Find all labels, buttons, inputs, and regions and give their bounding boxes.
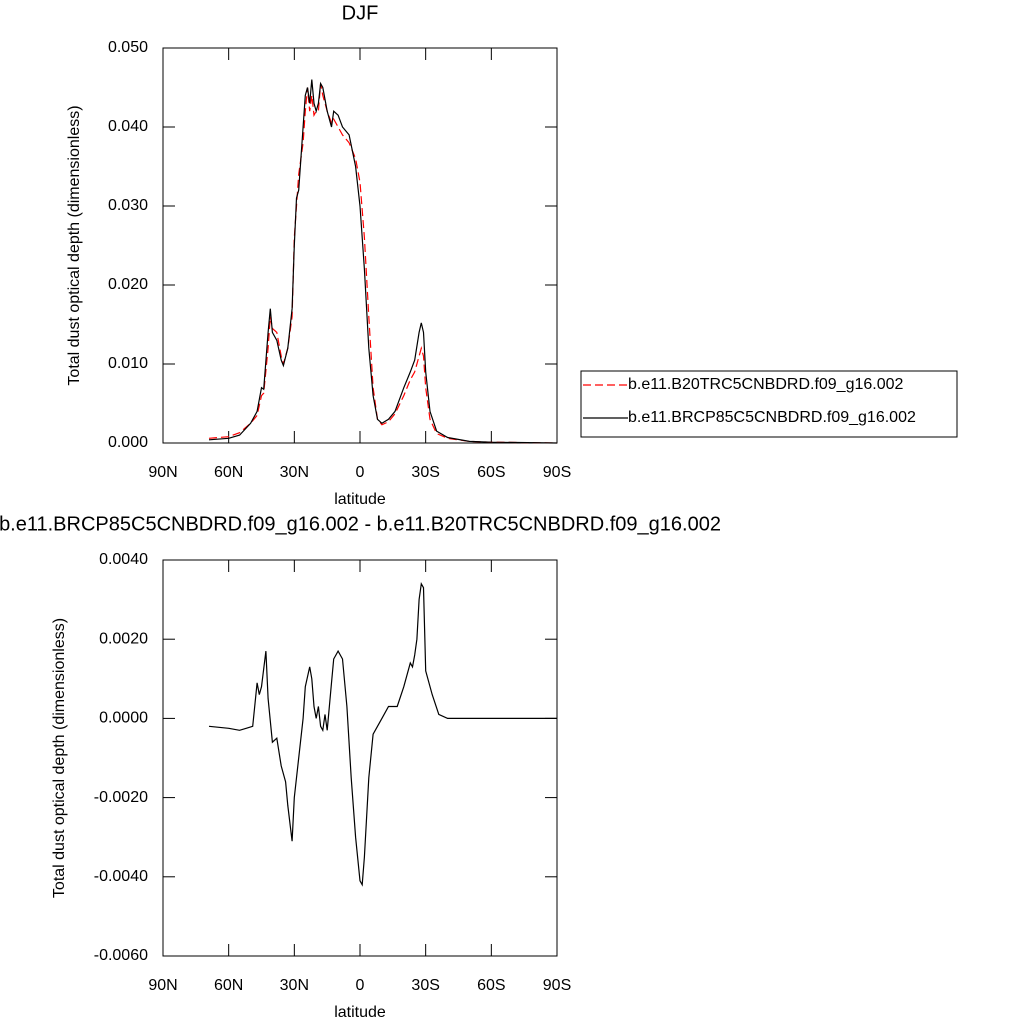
data-line: [208, 79, 558, 444]
x-tick-label: 60S: [477, 977, 505, 994]
x-tick-label: 30S: [411, 464, 439, 481]
legend-label: b.e11.B20TRC5CNBDRD.f09_g16.002: [628, 376, 904, 393]
y-tick-label: -0.0020: [94, 789, 148, 806]
y-axis-label: Total dust optical depth (dimensionless): [66, 105, 83, 385]
x-tick-label: 90S: [543, 464, 571, 481]
y-axis-label: Total dust optical depth (dimensionless): [51, 618, 68, 898]
x-tick-label: 60N: [214, 464, 243, 481]
x-tick-label: 90S: [543, 977, 571, 994]
legend-box: [580, 370, 958, 438]
legend-label: b.e11.BRCP85C5CNBDRD.f09_g16.002: [628, 409, 916, 426]
x-axis-label: latitude: [334, 491, 386, 508]
y-tick-label: 0.010: [108, 355, 148, 372]
x-tick-label: 30N: [280, 977, 309, 994]
plot-frame: [162, 47, 558, 444]
x-tick-label: 30N: [280, 464, 309, 481]
y-tick-label: 0.000: [108, 434, 148, 451]
y-tick-label: -0.0040: [94, 868, 148, 885]
plot-frame: [162, 559, 558, 957]
x-tick-label: 60N: [214, 977, 243, 994]
x-tick-label: 0: [356, 464, 365, 481]
y-tick-label: -0.0060: [94, 947, 148, 964]
data-line: [208, 83, 558, 444]
data-line: [208, 581, 557, 887]
x-tick-label: 90N: [148, 464, 177, 481]
y-tick-label: 0.020: [108, 276, 148, 293]
chart-title: b.e11.BRCP85C5CNBDRD.f09_g16.002 - b.e11…: [0, 513, 721, 535]
y-tick-label: 0.050: [108, 39, 148, 56]
x-tick-label: 60S: [477, 464, 505, 481]
y-tick-label: 0.040: [108, 118, 148, 135]
chart-title: DJF: [342, 2, 379, 24]
x-tick-label: 30S: [411, 977, 439, 994]
x-tick-label: 0: [356, 977, 365, 994]
x-tick-label: 90N: [148, 977, 177, 994]
y-tick-label: 0.030: [108, 197, 148, 214]
y-tick-label: 0.0040: [99, 551, 148, 568]
x-axis-label: latitude: [334, 1004, 386, 1021]
y-tick-label: 0.0000: [99, 710, 148, 727]
y-tick-label: 0.0020: [99, 630, 148, 647]
